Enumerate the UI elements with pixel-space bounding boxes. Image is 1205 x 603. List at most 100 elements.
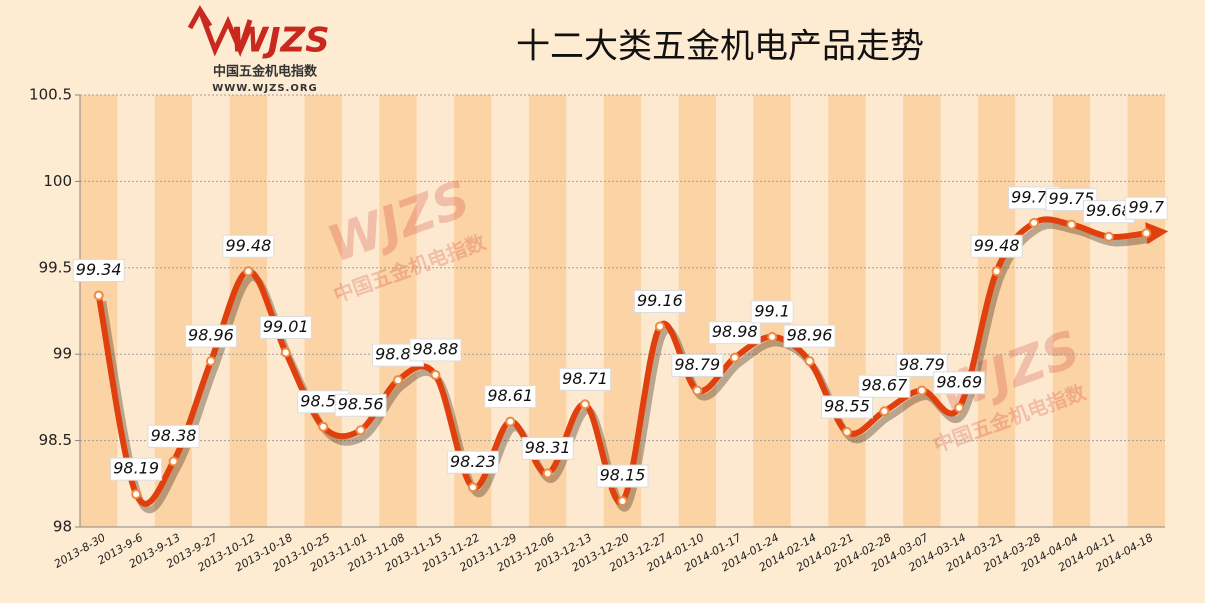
value-label: 98.61 — [487, 386, 533, 405]
value-label: 99.01 — [263, 317, 309, 336]
marker — [542, 468, 553, 479]
value-label-box — [933, 371, 986, 395]
marker — [729, 352, 740, 363]
marker — [1103, 231, 1114, 242]
value-label-box — [708, 321, 761, 345]
logo-arrow — [187, 5, 253, 58]
marker — [654, 321, 665, 332]
value-label: 98.71 — [562, 369, 608, 388]
value-label: 99.68 — [1086, 201, 1132, 220]
stripe — [828, 95, 866, 527]
stripe — [341, 95, 380, 527]
value-label-box — [858, 374, 911, 398]
y-tick-label: 99 — [53, 345, 72, 363]
value-label-box — [484, 385, 537, 409]
value-label: 98.79 — [899, 355, 945, 374]
y-tick-label: 98 — [53, 518, 72, 536]
value-label: 98.23 — [450, 452, 496, 471]
value-label-box — [147, 424, 200, 448]
stripe — [865, 95, 904, 527]
marker — [804, 356, 815, 367]
marker — [280, 347, 291, 358]
value-label: 98.98 — [712, 322, 758, 341]
marker — [991, 266, 1002, 277]
logo-url: WWW.WJZS.ORG — [212, 83, 318, 94]
value-label-box — [559, 367, 612, 391]
marker — [879, 406, 890, 417]
value-label: 99.34 — [76, 260, 122, 279]
marker — [1029, 217, 1040, 228]
value-label: 98.96 — [787, 326, 833, 345]
stripe — [1090, 95, 1128, 527]
value-label: 98.88 — [413, 339, 459, 358]
stripe — [716, 95, 754, 527]
value-label-box — [970, 234, 1023, 258]
value-label-box — [446, 450, 499, 474]
value-label: 98.31 — [525, 438, 571, 457]
marker — [1141, 228, 1152, 239]
marker — [318, 421, 329, 432]
value-label-box — [259, 315, 312, 339]
chart-title: 十二大类五金机电产品走势 — [516, 27, 924, 67]
value-label-box — [222, 234, 275, 258]
logo-name: 中国五金机电指数 — [213, 64, 318, 80]
marker — [617, 496, 628, 507]
logo-mark: WJZS — [230, 21, 329, 61]
y-tick-label: 100.5 — [29, 86, 72, 104]
value-label: 98.38 — [151, 426, 197, 445]
marker — [1066, 219, 1077, 230]
marker — [205, 356, 216, 367]
value-label: 98.79 — [674, 355, 720, 374]
marker — [767, 331, 778, 342]
value-label: 99.1 — [754, 301, 790, 320]
value-label-box — [184, 324, 237, 348]
value-label: 99.48 — [225, 236, 271, 255]
value-label-box — [895, 353, 948, 377]
stripe — [1052, 95, 1091, 527]
value-label-box — [633, 290, 686, 314]
value-label: 98.15 — [600, 466, 646, 485]
marker — [954, 402, 965, 413]
stripe — [1127, 95, 1165, 527]
marker — [393, 375, 404, 386]
value-label-box — [110, 457, 163, 481]
marker — [505, 416, 516, 427]
value-label-box — [671, 353, 724, 377]
value-label-box — [409, 338, 462, 362]
stripe — [903, 95, 941, 527]
marker — [467, 482, 478, 493]
value-label-box — [334, 393, 387, 417]
stripe — [192, 95, 230, 527]
value-label: 98.67 — [861, 376, 908, 395]
y-tick-label: 98.5 — [39, 431, 72, 449]
value-label-box — [820, 395, 873, 419]
value-label: 99.16 — [637, 291, 683, 310]
value-label-box — [783, 324, 836, 348]
arrow-head — [1145, 222, 1169, 245]
value-label: 99.7 — [1128, 198, 1164, 217]
marker — [168, 456, 179, 467]
stripe — [229, 95, 268, 527]
value-label-box — [596, 464, 649, 488]
marker — [243, 266, 254, 277]
stripe — [940, 95, 978, 527]
logo: WJZS 中国五金机电指数 WWW.WJZS.ORG — [187, 5, 330, 94]
value-label: 98.96 — [188, 326, 234, 345]
marker — [916, 385, 927, 396]
stripe — [566, 95, 604, 527]
value-label: 98.69 — [936, 372, 982, 391]
value-label: 99.48 — [974, 236, 1020, 255]
y-tick-label: 100 — [43, 172, 72, 190]
value-label-box — [521, 436, 574, 460]
stripe — [1015, 95, 1053, 527]
value-label: 98.19 — [113, 459, 159, 478]
plot: 98 98.5 99 99.5 100 100.5 99.34 98.19 98.38 98.96… — [29, 86, 1169, 574]
marker — [580, 399, 591, 410]
stripes — [80, 95, 1165, 527]
stripe — [790, 95, 829, 527]
y-tick-label: 99.5 — [39, 258, 72, 276]
value-label-box — [72, 258, 125, 282]
value-label-box — [750, 300, 794, 324]
value-label-box — [1124, 196, 1168, 220]
